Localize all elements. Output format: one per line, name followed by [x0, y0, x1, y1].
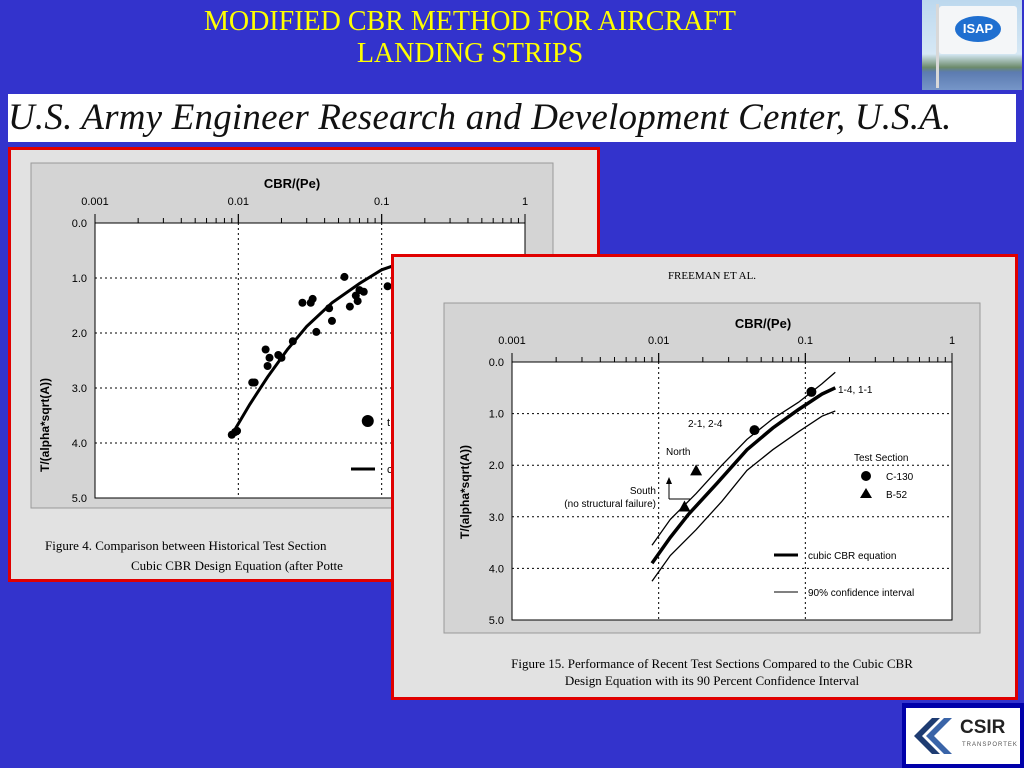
annotation-2-1-2-4: 2-1, 2-4 — [688, 419, 723, 430]
figure-4-data-point — [327, 316, 336, 325]
isap-logo-text: ISAP — [955, 16, 1001, 42]
figure-4-data-point — [359, 287, 368, 296]
legend-c130-marker — [861, 471, 871, 481]
figure-4-y-tick-label: 1.0 — [72, 273, 87, 285]
figure-15-chart: FREEMAN ET AL. CBR/(Pe) 0.001 0.01 0.1 1 0.0… — [443, 270, 981, 688]
figure-15-y-tick-label: 3.0 — [489, 512, 504, 524]
cubic-cbr-line — [650, 386, 837, 565]
figure-4-data-point — [250, 378, 259, 387]
figure-15-y-title: T/(alpha*sqrt(A)) — [458, 445, 472, 539]
annotation-south: South — [630, 486, 656, 497]
figure-4-data-point — [353, 297, 362, 306]
figure-4-data-point — [383, 282, 392, 291]
title-line-2: LANDING STRIPS — [356, 38, 584, 69]
figure-4-data-point — [340, 272, 349, 281]
annotation-1-4-1-1: 1-4, 1-1 — [838, 385, 873, 396]
figure-4-y-title: T/(alpha*sqrt(A)) — [38, 378, 52, 472]
figure-4-x-tick-label: 0.1 — [374, 196, 389, 208]
figure-4-data-point — [308, 294, 317, 303]
figure-4-x-tick-label: 0.001 — [81, 196, 109, 208]
figure-4-data-point — [277, 353, 286, 362]
isap-logo: ISAP — [922, 0, 1022, 90]
figure-4-legend-partial-1: t — [387, 417, 390, 429]
figure-15-y-tick-label: 2.0 — [489, 460, 504, 472]
figure-4-data-point — [298, 298, 307, 307]
isap-flag-icon: ISAP — [939, 6, 1017, 54]
figure-15-panel: FREEMAN ET AL. CBR/(Pe) 0.001 0.01 0.1 1 0.0… — [391, 254, 1018, 700]
test-section-b52-point — [678, 500, 691, 512]
figure-15-y-tick-label: 0.0 — [489, 357, 504, 369]
legend-b52-marker — [860, 488, 872, 498]
csir-arrow-icon — [914, 718, 952, 754]
test-section-c130-point — [749, 425, 760, 436]
figure-15-x-tick-label: 0.001 — [498, 335, 526, 347]
figure-15-x-title: CBR/(Pe) — [735, 316, 791, 331]
figure-4-y-tick-label: 2.0 — [72, 328, 87, 340]
figure-4-y-tick-label: 4.0 — [72, 438, 87, 450]
figure-4-y-tick-label: 0.0 — [72, 218, 87, 230]
figure-4-data-point — [345, 302, 354, 311]
annotation-north: North — [666, 447, 690, 458]
figure-4-data-point — [288, 337, 297, 346]
figure-4-caption-1: Figure 4. Comparison between Historical … — [45, 538, 327, 553]
test-section-c130-point — [806, 386, 817, 397]
figure-4-highlighted-point — [361, 415, 374, 427]
legend-cubic-label: cubic CBR equation — [808, 551, 896, 562]
banner-text: U.S. Army Engineer Research and Developm… — [8, 97, 952, 138]
figure-15-y-tick-label: 5.0 — [489, 615, 504, 627]
figure-4-data-point — [233, 426, 242, 435]
figure-4-legend-partial-2: c — [387, 464, 393, 476]
title-line-1: MODIFIED CBR METHOD FOR AIRCRAFT — [203, 6, 737, 37]
test-section-b52-point — [690, 464, 703, 476]
figure-4-data-point — [261, 345, 270, 354]
figure-4-x-title: CBR/(Pe) — [264, 176, 320, 191]
annotation-south-sub: (no structural failure) — [564, 499, 656, 510]
figure-4-data-point — [265, 353, 274, 362]
organization-banner: U.S. Army Engineer Research and Developm… — [8, 94, 1016, 142]
south-arrow-head-icon — [666, 477, 672, 484]
flag-pole — [936, 4, 939, 88]
figure-4-y-tick-label: 3.0 — [72, 383, 87, 395]
legend-b52-label: B-52 — [886, 490, 908, 501]
figure-15-legend: Test Section C-130 B-52 cubic CBR equati… — [774, 453, 914, 599]
figure-4-y-tick-label: 5.0 — [72, 493, 87, 505]
figure-4-caption-2: Cubic CBR Design Equation (after Potte — [131, 558, 343, 573]
figure-15-y-tick-label: 4.0 — [489, 563, 504, 575]
figure-4-data-point — [263, 362, 272, 370]
figure-4-cubic-curve — [230, 261, 404, 436]
csir-logo: CSIR TRANSPORTEK — [902, 703, 1024, 768]
figure-15-caption-2: Design Equation with its 90 Percent Conf… — [565, 673, 860, 688]
legend-ci-label: 90% confidence interval — [808, 588, 914, 599]
figure-15-caption-1: Figure 15. Performance of Recent Test Se… — [511, 656, 913, 671]
figure-15-y-tick-label: 1.0 — [489, 409, 504, 421]
legend-c130-label: C-130 — [886, 472, 914, 483]
csir-logo-sub: TRANSPORTEK — [962, 742, 1018, 748]
figure-4-data-point — [312, 327, 321, 336]
slide-title: MODIFIED CBR METHOD FOR AIRCRAFT LANDING… — [60, 6, 880, 70]
figure-15-x-tick-label: 0.01 — [648, 335, 669, 347]
figure-15-header: FREEMAN ET AL. — [668, 270, 756, 282]
figure-4-data-point — [325, 304, 334, 313]
legend-title: Test Section — [854, 453, 908, 464]
figure-4-x-tick-label: 0.01 — [228, 196, 249, 208]
confidence-interval-line — [651, 410, 836, 582]
figure-15-x-tick-label: 1 — [949, 335, 955, 347]
csir-logo-name: CSIR — [960, 717, 1006, 738]
figure-15-x-tick-label: 0.1 — [798, 335, 813, 347]
figure-4-x-tick-label: 1 — [522, 196, 528, 208]
figure-15-plot-area — [511, 361, 953, 621]
